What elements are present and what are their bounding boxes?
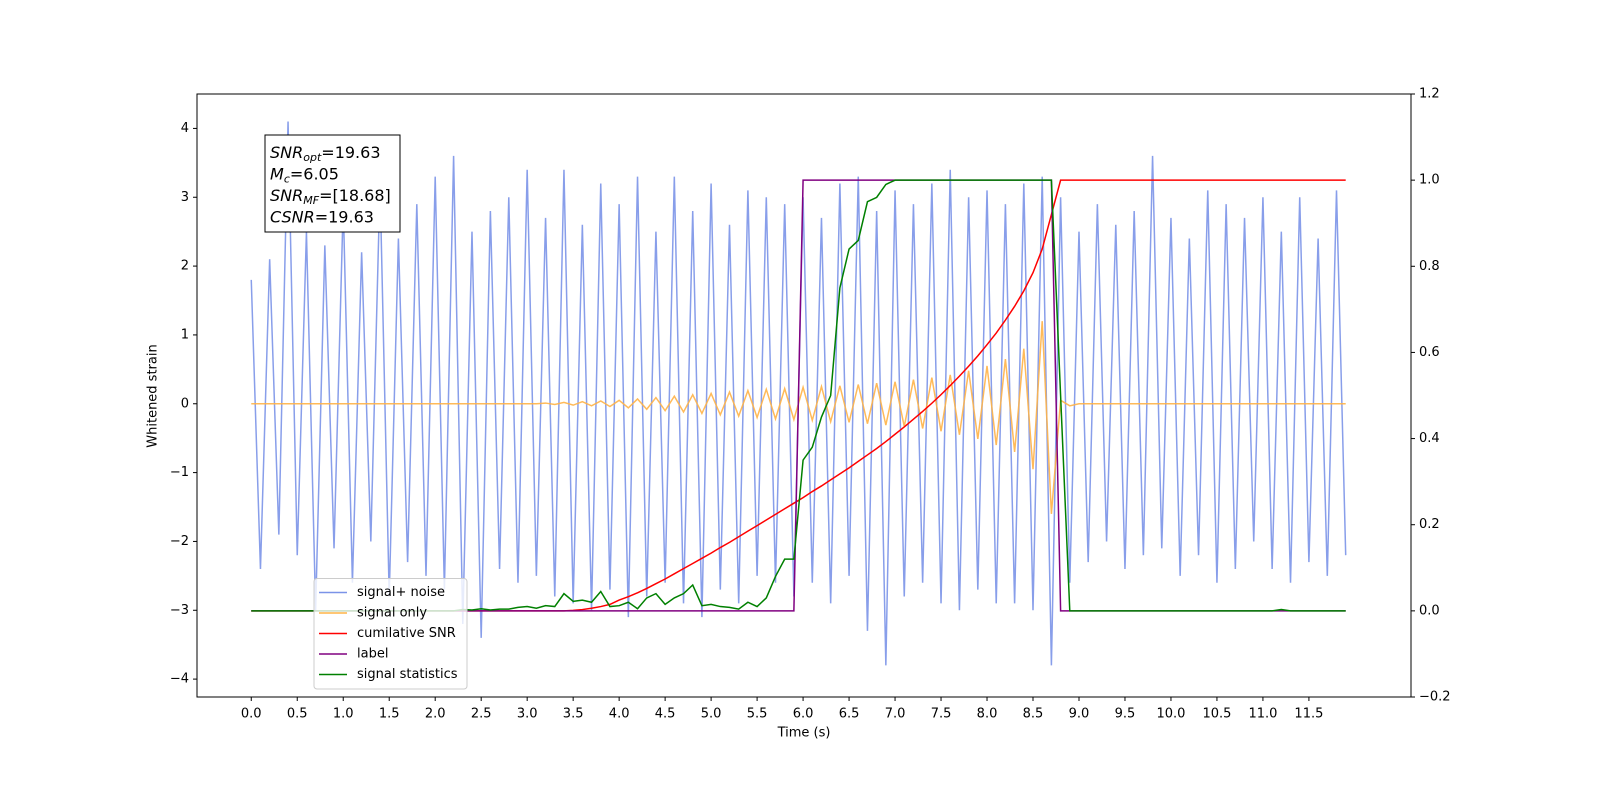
- y2-tick-label: 0.4: [1419, 431, 1440, 446]
- y2-tick-label: 0.2: [1419, 517, 1440, 532]
- x-tick-label: 4.0: [609, 707, 630, 722]
- x-tick-label: 7.0: [885, 707, 906, 722]
- y-tick-label: 0: [181, 396, 189, 411]
- x-tick-label: 8.5: [1023, 707, 1044, 722]
- annotation-subscript: opt: [303, 151, 322, 164]
- y2-tick-label: 1.0: [1419, 173, 1440, 188]
- x-axis-label: Time (s): [777, 726, 831, 741]
- y-tick-label: 4: [181, 121, 189, 136]
- x-tick-label: 10.0: [1156, 707, 1185, 722]
- annotation-value: =6.05: [290, 164, 339, 183]
- legend-label: signal+ noise: [357, 585, 445, 600]
- y-tick-label: −4: [170, 672, 189, 687]
- x-tick-label: 9.5: [1115, 707, 1136, 722]
- annotation-symbol: SNR: [270, 143, 303, 162]
- x-tick-label: 4.5: [655, 707, 676, 722]
- x-tick-label: 11.5: [1294, 707, 1323, 722]
- annotation-value: =[18.68]: [319, 186, 391, 205]
- x-tick-label: 2.0: [425, 707, 446, 722]
- x-tick-label: 5.5: [747, 707, 768, 722]
- x-tick-label: 0.0: [241, 707, 262, 722]
- annotation-value: =19.63: [321, 143, 380, 162]
- legend-label: cumilative SNR: [357, 626, 456, 641]
- x-tick-label: 3.5: [563, 707, 584, 722]
- x-tick-label: 1.5: [379, 707, 400, 722]
- y2-tick-label: 0.0: [1419, 603, 1440, 618]
- x-tick-label: 1.0: [333, 707, 354, 722]
- y-tick-label: 3: [181, 190, 189, 205]
- y2-tick-label: 0.8: [1419, 259, 1440, 274]
- x-tick-label: 8.0: [977, 707, 998, 722]
- annotation-frame: [264, 134, 401, 233]
- legend-label: label: [357, 647, 388, 662]
- annotation-box: SNRopt=19.63Mc=6.05SNRMF=[18.68]CSNR=19.…: [264, 134, 401, 233]
- annotation-symbol: SNR: [270, 186, 303, 205]
- x-tick-label: 3.0: [517, 707, 538, 722]
- annotation-symbol: CSNR: [270, 207, 315, 226]
- y2-tick-label: 0.6: [1419, 345, 1440, 360]
- x-tick-label: 2.5: [471, 707, 492, 722]
- y-axis-label: Whitened strain: [146, 344, 161, 447]
- legend-label: signal only: [357, 606, 427, 621]
- annotation-value: =19.63: [315, 207, 374, 226]
- annotation-symbol: M: [270, 164, 284, 183]
- y-tick-label: −2: [170, 534, 189, 549]
- plot-frame: [196, 93, 1412, 698]
- annotation-subscript: MF: [303, 194, 319, 207]
- annotation-subscript: c: [284, 173, 290, 186]
- y-tick-label: −3: [170, 603, 189, 618]
- annotation-line: Mc=6.05: [270, 164, 339, 186]
- legend-label: signal statistics: [357, 667, 458, 682]
- y2-tick-label: 1.2: [1419, 87, 1440, 102]
- legend: signal+ noise signal only cumilative SNR la…: [313, 578, 468, 690]
- annotation-line: SNRMF=[18.68]: [270, 186, 391, 208]
- x-tick-label: 11.0: [1248, 707, 1277, 722]
- legend-frame: [313, 578, 468, 690]
- x-tick-label: 6.5: [839, 707, 860, 722]
- x-tick-label: 9.0: [1069, 707, 1090, 722]
- y2-tick-label: −0.2: [1419, 690, 1451, 705]
- annotation-line: CSNR=19.63: [270, 207, 374, 226]
- y-tick-label: −1: [170, 465, 189, 480]
- x-tick-label: 7.5: [931, 707, 952, 722]
- y-tick-label: 1: [181, 327, 189, 342]
- annotation-line: SNRopt=19.63: [270, 143, 381, 165]
- x-tick-label: 0.5: [287, 707, 308, 722]
- x-tick-label: 5.0: [701, 707, 722, 722]
- x-tick-label: 6.0: [793, 707, 814, 722]
- x-tick-label: 10.5: [1202, 707, 1231, 722]
- y-tick-label: 2: [181, 259, 189, 274]
